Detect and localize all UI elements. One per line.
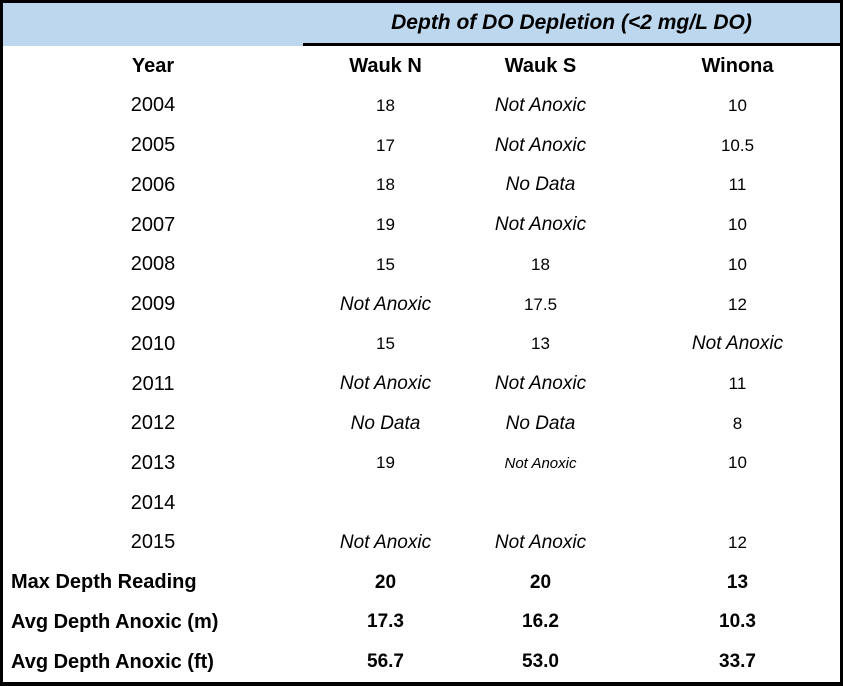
column-header-year: Year (131, 54, 175, 77)
year-cell: 2012 (130, 412, 176, 435)
value-cell: Not Anoxic (339, 373, 432, 394)
value-cell: 15 (376, 254, 395, 274)
value-cell (303, 483, 468, 523)
value-cell: 18 (376, 175, 395, 195)
table-row: 2007 19 Not Anoxic 10 (3, 205, 840, 245)
table-row: 2014 (3, 483, 840, 523)
summary-label: Avg Depth Anoxic (ft) (11, 650, 214, 673)
year-cell: 2015 (130, 531, 176, 554)
value-cell: 10.5 (720, 135, 755, 155)
table-row: 2010 15 13 Not Anoxic (3, 324, 840, 364)
value-cell: 33.7 (719, 651, 756, 673)
year-cell: 2009 (130, 293, 176, 316)
value-cell: Not Anoxic (494, 134, 587, 156)
table-row: 2011 Not Anoxic Not Anoxic 11 (3, 364, 840, 404)
value-cell: 17.5 (523, 294, 558, 314)
title-band-underlined-area: Depth of DO Depletion (<2 mg/L DO) (303, 3, 840, 46)
value-cell: Not Anoxic (339, 531, 432, 553)
year-cell: 2005 (130, 134, 176, 157)
year-cell: 2004 (130, 94, 176, 117)
table-row: 2015 Not Anoxic Not Anoxic 12 (3, 523, 840, 563)
table-row: 2004 18 Not Anoxic 10 (3, 86, 840, 126)
column-header-wauk-n: Wauk N (349, 54, 422, 77)
year-cell: 2013 (130, 451, 176, 474)
value-cell: 10 (728, 215, 747, 235)
value-cell: 56.7 (367, 651, 404, 673)
table-row: 2006 18 No Data 11 (3, 165, 840, 205)
value-cell: Not Anoxic (494, 531, 587, 553)
value-cell: 13 (531, 334, 550, 354)
summary-label: Max Depth Reading (11, 571, 197, 594)
year-cell: 2010 (130, 332, 176, 355)
table-row: 2009 Not Anoxic 17.5 12 (3, 285, 840, 325)
value-cell: 8 (732, 413, 743, 433)
table-title: Depth of DO Depletion (<2 mg/L DO) (391, 11, 752, 34)
value-cell: 15 (376, 334, 395, 354)
table-title-band: Depth of DO Depletion (<2 mg/L DO) (3, 3, 840, 46)
value-cell: 16.2 (522, 611, 559, 633)
value-cell: 12 (728, 294, 747, 314)
title-band-spacer (3, 3, 303, 46)
value-cell: 18 (376, 95, 395, 115)
year-cell: 2006 (130, 173, 176, 196)
table-row: Avg Depth Anoxic (m) 17.3 16.2 10.3 (3, 603, 840, 643)
value-cell: 13 (726, 571, 749, 593)
value-cell: Not Anoxic (494, 94, 587, 116)
header-row: Year Wauk N Wauk S Winona (3, 46, 840, 86)
value-cell: 11 (728, 175, 747, 195)
table-row: 2013 19 Not Anoxic 10 (3, 444, 840, 484)
table-row: 2012 No Data No Data 8 (3, 404, 840, 444)
column-header-winona: Winona (701, 54, 774, 77)
value-cell: 10 (728, 453, 747, 473)
value-cell: 20 (374, 571, 397, 593)
table-body: 2004 18 Not Anoxic 10 2005 17 Not Anoxic 10.5 20… (3, 86, 840, 682)
value-cell: 53.0 (522, 651, 559, 673)
value-cell: No Data (505, 412, 576, 434)
year-cell: 2011 (131, 372, 175, 395)
value-cell: Not Anoxic (691, 333, 784, 355)
table-row: Avg Depth Anoxic (ft) 56.7 53.0 33.7 (3, 642, 840, 682)
value-cell: Not Anoxic (494, 214, 587, 236)
value-cell: 10 (728, 254, 747, 274)
value-cell: 10.3 (719, 611, 756, 633)
value-cell: Not Anoxic (494, 373, 587, 394)
value-cell: Not Anoxic (504, 454, 577, 472)
value-cell: 17 (376, 135, 395, 155)
table-row: Max Depth Reading 20 20 13 (3, 563, 840, 603)
value-cell (468, 483, 613, 523)
value-cell: 11 (728, 374, 747, 393)
year-cell: 2008 (130, 253, 176, 276)
value-cell: 20 (529, 571, 552, 593)
value-cell: No Data (505, 174, 576, 196)
value-cell (613, 483, 840, 523)
value-cell: 19 (376, 453, 395, 473)
value-cell: 18 (531, 254, 550, 274)
table-row: 2008 15 18 10 (3, 245, 840, 285)
year-cell: 2007 (130, 213, 176, 236)
value-cell: No Data (350, 412, 421, 434)
value-cell: 12 (728, 532, 747, 552)
summary-label: Avg Depth Anoxic (m) (11, 610, 219, 633)
value-cell: 10 (728, 95, 747, 115)
value-cell: 17.3 (367, 611, 404, 633)
year-cell: 2014 (130, 491, 176, 514)
table-row: 2005 17 Not Anoxic 10.5 (3, 126, 840, 166)
column-header-wauk-s: Wauk S (504, 54, 577, 77)
value-cell: Not Anoxic (339, 293, 432, 315)
value-cell: 19 (376, 215, 395, 235)
